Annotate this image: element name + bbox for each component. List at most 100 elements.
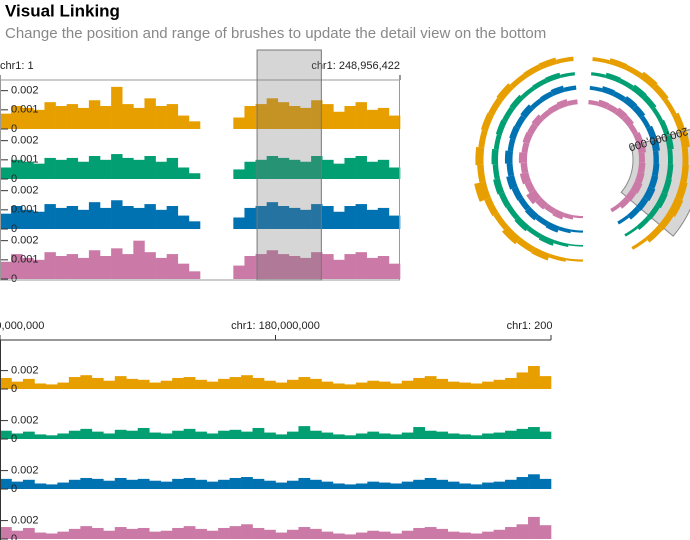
bar	[103, 530, 116, 539]
bar	[333, 259, 345, 279]
bar	[114, 376, 127, 389]
bar	[377, 207, 390, 229]
bar	[177, 167, 190, 179]
circular-bar	[645, 225, 663, 243]
bar	[255, 206, 267, 229]
circular-bar	[652, 150, 659, 164]
bar	[277, 254, 290, 279]
bar	[172, 430, 184, 439]
bar	[322, 206, 334, 229]
circular-bar	[550, 85, 565, 96]
circular-bar	[509, 125, 520, 140]
bar	[300, 161, 312, 179]
circular-bar	[650, 137, 660, 152]
bar	[33, 163, 45, 179]
bar	[144, 156, 156, 179]
bar	[298, 426, 311, 439]
bar	[401, 530, 414, 539]
y-tick-label: 0.001	[11, 254, 39, 266]
bar	[447, 381, 460, 389]
circular-bar	[475, 146, 485, 166]
circular-bar	[646, 125, 657, 140]
y-tick-label: 0.002	[11, 185, 39, 197]
bar	[114, 429, 127, 439]
bar	[244, 256, 256, 279]
bar	[539, 478, 552, 489]
y-tick-label: 0	[11, 273, 17, 285]
x-tick-label: chr1: 248,956,422	[311, 60, 400, 72]
bar	[195, 431, 207, 439]
bar	[333, 211, 345, 229]
circular-bar	[527, 123, 538, 136]
circular-bar	[524, 181, 536, 194]
bar	[288, 159, 301, 179]
bar	[218, 378, 230, 389]
circular-bar	[667, 197, 684, 217]
bar	[57, 433, 70, 439]
circular-bar	[478, 129, 488, 148]
circular-bar	[563, 85, 577, 92]
bar	[241, 477, 253, 489]
y-tick-label: 0.002	[11, 365, 39, 377]
y-tick-label: 0	[11, 383, 17, 395]
bar	[0, 430, 12, 439]
bar	[149, 531, 162, 539]
bar	[241, 524, 253, 539]
circular-bar	[538, 234, 555, 246]
y-tick-label: 0.002	[11, 415, 39, 427]
circular-bar	[498, 191, 511, 208]
brush[interactable]	[256, 49, 322, 281]
circular-bar	[493, 212, 509, 230]
bar	[470, 533, 483, 539]
bar	[44, 157, 56, 179]
bar	[34, 532, 47, 539]
bar	[333, 111, 345, 129]
bar	[366, 209, 379, 229]
bar	[378, 433, 391, 439]
circular-bar	[526, 189, 542, 205]
bar	[539, 525, 552, 539]
circular-bar	[538, 57, 558, 70]
bar	[11, 381, 24, 389]
circular-bar	[501, 225, 521, 245]
bar	[244, 106, 256, 129]
circular-bar	[675, 181, 688, 201]
bar	[377, 159, 390, 179]
bar	[218, 527, 230, 539]
bar	[286, 379, 299, 389]
bar	[149, 432, 162, 439]
bar	[44, 252, 56, 279]
bar	[122, 104, 134, 129]
bar	[68, 377, 81, 389]
bar	[390, 533, 403, 539]
circular-bar	[646, 204, 660, 220]
bar	[100, 106, 112, 129]
bar	[133, 107, 145, 129]
bar	[344, 384, 357, 389]
bar	[0, 167, 12, 179]
y-tick-label: 0.002	[11, 515, 39, 527]
bar	[241, 375, 253, 389]
bar	[252, 427, 265, 439]
bar	[183, 526, 196, 539]
circular-bar	[518, 197, 531, 211]
bar	[388, 115, 401, 129]
circular-bar	[522, 131, 533, 144]
bar	[166, 157, 179, 179]
circular-bar	[659, 119, 670, 136]
bar	[55, 207, 67, 229]
bar	[355, 532, 368, 539]
circular-bar	[631, 84, 647, 100]
circular-bar	[492, 164, 500, 180]
circular-bar	[636, 216, 651, 231]
circular-bar	[630, 181, 643, 194]
bar	[183, 477, 196, 489]
circular-bar	[570, 229, 583, 233]
circular-bar	[535, 214, 549, 227]
circular-bar	[535, 197, 548, 210]
bar	[309, 528, 322, 539]
bar	[388, 215, 401, 229]
bar	[355, 382, 368, 389]
bar	[311, 156, 323, 179]
bar	[68, 528, 81, 539]
